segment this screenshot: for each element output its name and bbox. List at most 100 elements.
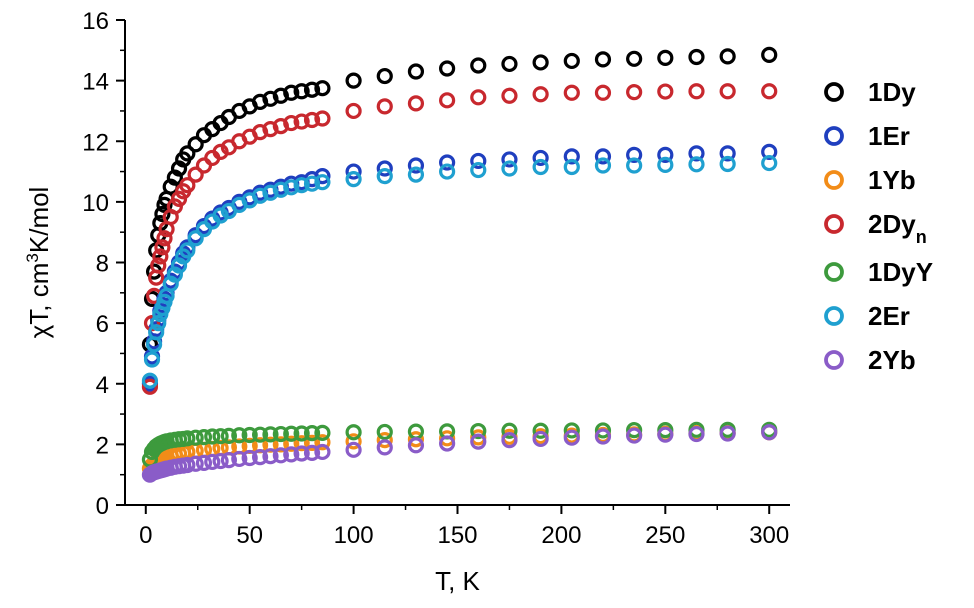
legend-marker <box>824 126 844 146</box>
data-point <box>407 95 425 112</box>
legend-label-main: 2Er <box>868 301 910 331</box>
data-point <box>187 166 204 183</box>
data-point <box>719 155 736 173</box>
data-point <box>470 161 487 179</box>
data-point <box>657 156 674 173</box>
data-point <box>251 449 269 466</box>
y-tick-label: 6 <box>96 311 109 338</box>
data-point <box>241 449 258 467</box>
data-point <box>761 83 778 100</box>
data-point <box>470 89 487 106</box>
legend-marker <box>824 82 844 102</box>
series-1dyy <box>141 421 778 468</box>
legend-label: 2Er <box>868 301 910 331</box>
series-2er <box>141 154 778 389</box>
data-point <box>470 433 487 450</box>
data-point <box>156 230 173 247</box>
data-point <box>283 179 300 196</box>
data-point <box>272 447 289 464</box>
data-point <box>166 169 183 186</box>
y-tick-label: 12 <box>82 129 109 156</box>
data-point <box>272 181 289 198</box>
data-point <box>141 372 159 389</box>
data-point <box>594 51 612 68</box>
data-point <box>376 67 393 85</box>
data-point <box>303 425 321 442</box>
y-axis-title: χT, cm3K/mol <box>23 187 54 339</box>
legend-marker <box>824 214 844 234</box>
data-point <box>314 434 331 451</box>
data-point <box>212 143 229 160</box>
data-point <box>241 426 258 444</box>
y-tick-label: 0 <box>96 493 109 520</box>
legend-label-main: 2Yb <box>868 345 916 375</box>
data-point <box>314 443 331 461</box>
legend-marker <box>824 262 844 282</box>
data-point <box>251 426 269 443</box>
data-point <box>626 50 643 67</box>
y-axis-title-rest: K/mol <box>24 187 54 253</box>
data-point <box>179 177 196 194</box>
data-point <box>283 446 300 463</box>
legend: 1Dy 1Er 1Yb 2Dyn 1DyY 2Er 2Yb <box>824 77 933 375</box>
x-tick-label: 200 <box>541 522 581 549</box>
data-point <box>501 422 518 439</box>
data-point <box>154 205 171 223</box>
data-point <box>532 422 549 439</box>
y-tick-label: 16 <box>82 8 109 35</box>
data-point <box>231 450 248 468</box>
data-point <box>439 154 456 171</box>
legend-label-main: 1Er <box>868 121 910 151</box>
data-point <box>283 84 300 101</box>
data-point <box>293 113 310 130</box>
data-point <box>532 430 549 448</box>
data-point <box>688 425 705 443</box>
legend-label-main: 1DyY <box>868 257 933 287</box>
data-point <box>314 80 331 97</box>
data-point <box>719 145 736 162</box>
data-point <box>626 422 643 439</box>
data-point <box>563 422 580 439</box>
data-point <box>345 171 362 188</box>
data-point <box>688 83 705 100</box>
data-point <box>293 435 310 452</box>
data-point <box>150 315 167 332</box>
data-point <box>345 72 362 89</box>
data-point <box>303 175 321 192</box>
data-point <box>626 427 643 444</box>
y-tick-label: 10 <box>82 190 109 217</box>
data-point <box>657 426 674 443</box>
data-point <box>143 351 161 368</box>
data-point <box>501 87 518 104</box>
legend-label-sub: n <box>916 227 927 247</box>
data-point <box>439 60 456 77</box>
data-point <box>212 428 229 445</box>
data-point <box>594 84 612 101</box>
data-point <box>187 455 204 472</box>
data-point <box>262 426 279 443</box>
legend-label-main: 2Dy <box>868 209 916 239</box>
series-1er <box>141 143 778 392</box>
data-point <box>532 158 549 176</box>
data-point <box>761 46 778 63</box>
data-point <box>204 428 221 445</box>
data-point <box>283 435 300 452</box>
x-tick-label: 50 <box>236 522 263 549</box>
data-point <box>657 83 674 100</box>
data-point <box>314 168 331 185</box>
data-point <box>594 422 612 439</box>
data-point <box>345 163 362 180</box>
legend-label: 1Er <box>868 121 910 151</box>
data-point <box>407 431 425 448</box>
data-point <box>407 157 425 174</box>
data-point <box>439 430 456 447</box>
data-point <box>532 86 549 103</box>
data-point <box>719 425 736 442</box>
data-point <box>563 84 580 101</box>
data-point <box>303 444 321 461</box>
data-point <box>761 154 778 172</box>
x-tick-label: 250 <box>645 522 685 549</box>
data-point <box>376 160 393 177</box>
data-point <box>439 92 456 109</box>
data-point <box>470 152 487 170</box>
